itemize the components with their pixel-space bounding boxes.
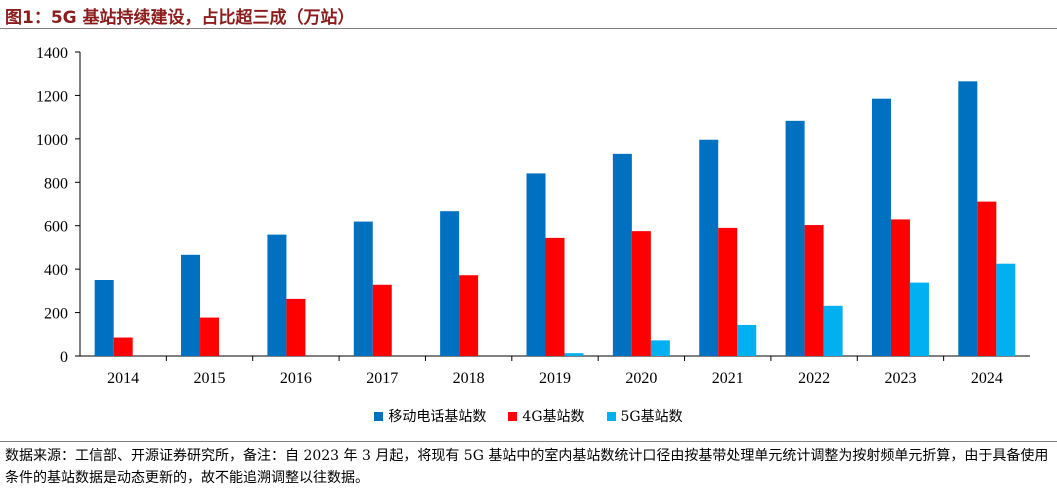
bar-2016-series-1 [267, 234, 287, 356]
y-tick-label: 1400 [36, 45, 68, 62]
y-axis: 0 200 400 600 800 1000 1200 1400 [36, 45, 81, 366]
bar-2018-series-1 [440, 211, 460, 356]
x-tick-label: 2019 [539, 370, 571, 387]
bar-2021-series-3 [737, 324, 757, 356]
y-tick-label: 200 [44, 306, 68, 323]
bar-2016-series-2 [286, 298, 306, 356]
y-tick-label: 1200 [36, 88, 68, 105]
legend-label: 4G基站数 [522, 409, 585, 425]
source-divider [0, 441, 1057, 442]
bar-2014-series-2 [113, 337, 133, 356]
chart-legend: 移动电话基站数 4G基站数 5G基站数 [0, 406, 1057, 426]
legend-swatch [606, 411, 616, 421]
bar-2022-series-2 [804, 225, 824, 356]
x-tick-label: 2018 [453, 370, 485, 387]
bar-2020-series-2 [631, 231, 651, 356]
bar-2020-series-3 [650, 340, 670, 356]
x-tick-label: 2016 [280, 370, 312, 387]
y-tick-label: 800 [44, 175, 68, 192]
bar-2024-series-3 [996, 263, 1016, 356]
bar-2024-series-2 [977, 201, 997, 356]
bar-2023-series-2 [890, 219, 910, 356]
x-tick-label: 2020 [625, 370, 657, 387]
bar-2024-series-1 [958, 81, 978, 357]
legend-swatch [508, 411, 518, 421]
x-tick-label: 2022 [798, 370, 830, 387]
legend-item-2: 4G基站数 [508, 406, 585, 426]
y-tick-label: 600 [44, 219, 68, 236]
x-tick-label: 2017 [366, 370, 398, 387]
x-tick-label: 2021 [712, 370, 744, 387]
bar-2017-series-2 [372, 284, 392, 356]
bar-2022-series-3 [823, 305, 843, 356]
bar-2015-series-1 [181, 254, 201, 356]
legend-label: 5G基站数 [620, 409, 683, 425]
bar-2015-series-2 [200, 317, 220, 356]
bar-2019-series-3 [564, 353, 584, 356]
legend-label: 移动电话基站数 [388, 409, 487, 425]
x-tick-label: 2015 [194, 370, 226, 387]
legend-item-1: 移动电话基站数 [374, 406, 486, 426]
bar-2021-series-1 [699, 139, 719, 356]
bar-2014-series-1 [94, 280, 114, 356]
x-axis: 2014 2015 2016 2017 2018 2019 2020 2021 2022 2023… [80, 355, 1030, 387]
y-tick-label: 1000 [36, 132, 68, 149]
bar-2019-series-2 [545, 237, 565, 356]
bar-2022-series-1 [785, 120, 805, 356]
bar-2019-series-1 [526, 173, 546, 356]
x-tick-label: 2023 [884, 370, 916, 387]
y-tick-label: 400 [44, 262, 68, 279]
bar-2023-series-3 [909, 282, 929, 356]
x-tick-label: 2014 [107, 370, 139, 387]
title-divider [0, 28, 1057, 29]
bar-2017-series-1 [353, 221, 373, 356]
bar-2018-series-2 [459, 275, 479, 356]
x-tick-label: 2024 [971, 370, 1003, 387]
bar-2021-series-2 [718, 227, 738, 356]
bar-2020-series-1 [612, 153, 632, 356]
legend-swatch [374, 411, 384, 421]
y-tick-label: 0 [60, 349, 68, 366]
bar-marks [94, 81, 1016, 357]
bar-2023-series-1 [871, 98, 891, 356]
legend-item-3: 5G基站数 [606, 406, 683, 426]
source-note: 数据来源：工信部、开源证券研究所，备注：自 2023 年 3 月起，将现有 5G… [5, 448, 1049, 486]
figure-title: 图1：5G 基站持续建设，占比超三成（万站） [5, 8, 355, 28]
